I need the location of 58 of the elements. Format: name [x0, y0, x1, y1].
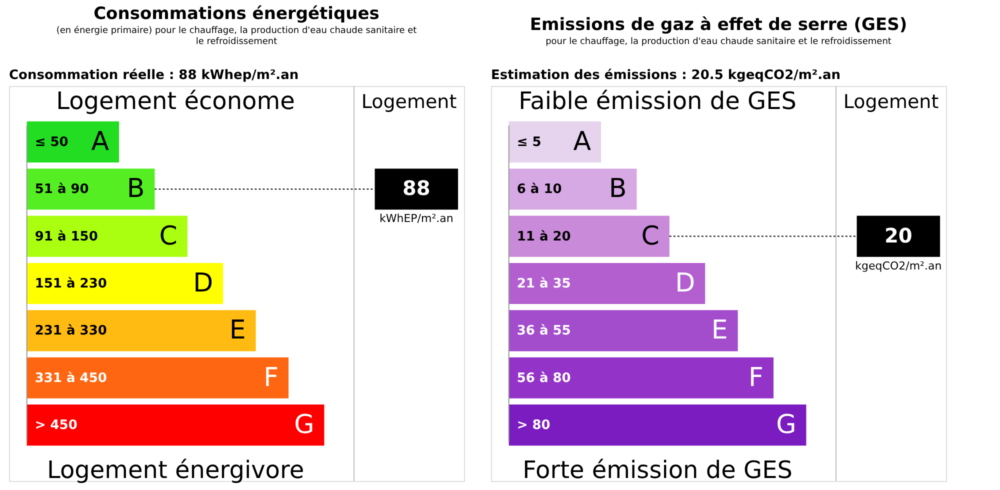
- bar: [508, 404, 806, 446]
- annotation: 6 à 10: [516, 182, 562, 198]
- text: Faible émission de GES: [518, 87, 796, 115]
- chart-subtitle: (en énergie primaire) pour le chauffage, la production d'eau chaude sanitaire et le refroidissement: [56, 25, 418, 47]
- chart-subtitle: pour le chauffage, la production d'eau chaude sanitaire et le refroidissement: [546, 37, 892, 47]
- y-tick-label: B: [126, 174, 145, 204]
- chart-title: Emissions de gaz à effet de serre (GES): [530, 15, 908, 35]
- y-tick-label: F: [748, 362, 764, 393]
- y-tick-label: C: [641, 221, 660, 252]
- y-tick-label: A: [573, 126, 592, 157]
- text: Forte émission de GES: [522, 456, 793, 484]
- text: kWhEP/m².an: [379, 212, 454, 226]
- annotation: 151 à 230: [34, 276, 107, 292]
- y-tick-label: E: [711, 316, 728, 346]
- annotation: 51 à 90: [34, 182, 89, 198]
- chart-title: Consommations énergétiques: [94, 4, 380, 24]
- bar: [508, 357, 774, 398]
- text: Estimation des émissions : 20.5 kgeqCO2/m².an: [491, 68, 841, 83]
- bar: [26, 121, 120, 162]
- annotation: 36 à 55: [516, 324, 571, 339]
- bar: [26, 357, 289, 398]
- y-tick-label: A: [91, 126, 110, 157]
- bar: [508, 310, 738, 352]
- text: Logement économe: [56, 87, 295, 115]
- bar: [508, 262, 706, 304]
- text: Consommation réelle : 88 kWhep/m².an: [9, 68, 299, 83]
- annotation: 21 à 35: [516, 276, 571, 292]
- y-tick-label: F: [264, 362, 279, 393]
- annotation: ≤ 50: [34, 134, 68, 150]
- annotation: 231 à 330: [34, 324, 107, 339]
- ref-line-label: 88: [402, 176, 430, 200]
- y-tick-label: D: [675, 268, 696, 298]
- annotation: > 450: [34, 418, 78, 434]
- y-tick-label: E: [229, 316, 246, 346]
- text: Logement énergivore: [46, 456, 304, 484]
- annotation: ≤ 5: [516, 134, 542, 150]
- y-tick-label: B: [608, 174, 627, 204]
- bar: [508, 121, 602, 162]
- bar: [508, 168, 637, 210]
- ref-line-label: 20: [884, 223, 912, 248]
- annotation: 91 à 150: [34, 229, 98, 244]
- y-tick-label: C: [159, 221, 178, 252]
- annotation: 331 à 450: [34, 370, 107, 386]
- bar: [26, 404, 324, 446]
- y-tick-label: D: [193, 268, 214, 298]
- text: kgeqCO2/m².an: [855, 259, 942, 272]
- annotation: > 80: [516, 418, 550, 434]
- bar: [26, 168, 155, 210]
- bar: [26, 262, 224, 304]
- bar: [26, 310, 256, 352]
- annotation: 11 à 20: [516, 229, 571, 244]
- y-tick-label: G: [776, 410, 796, 440]
- bar: [508, 216, 670, 257]
- bar: [26, 216, 188, 257]
- y-tick-label: G: [294, 410, 314, 440]
- text: Logement: [843, 91, 939, 113]
- annotation: 56 à 80: [516, 370, 571, 386]
- text: Logement: [361, 91, 457, 113]
